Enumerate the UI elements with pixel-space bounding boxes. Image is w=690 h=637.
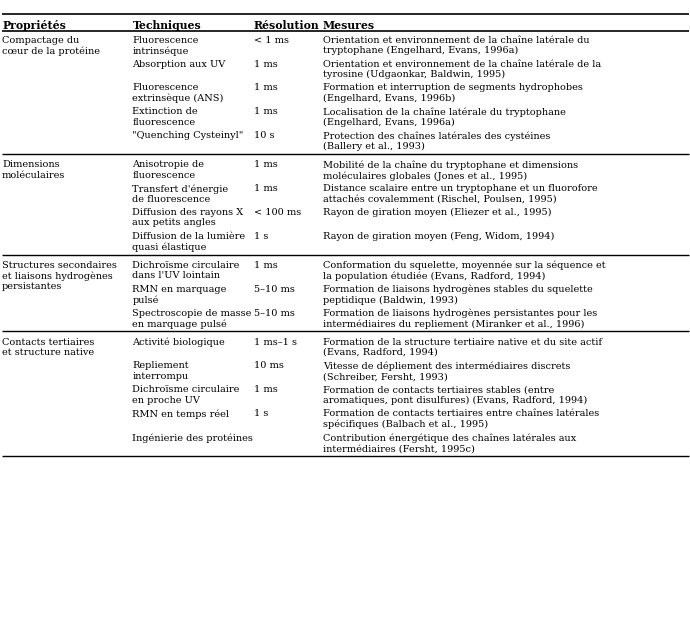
Text: 1 ms–1 s: 1 ms–1 s — [254, 338, 297, 347]
Text: Ingénierie des protéines: Ingénierie des protéines — [132, 433, 253, 443]
Text: Distance scalaire entre un tryptophane et un fluorofore
attachés covalemment (Ri: Distance scalaire entre un tryptophane e… — [323, 184, 598, 203]
Text: Formation de contacts tertiaires stables (entre
aromatiques, pont disulfures) (E: Formation de contacts tertiaires stables… — [323, 385, 587, 405]
Text: Dichroïsme circulaire
en proche UV: Dichroïsme circulaire en proche UV — [132, 385, 240, 404]
Text: Orientation et environnement de la chaîne latérale de la
tyrosine (Udgaonkar, Ba: Orientation et environnement de la chaîn… — [323, 60, 601, 79]
Text: Fluorescence
extrinsèque (ANS): Fluorescence extrinsèque (ANS) — [132, 83, 224, 103]
Text: 5–10 ms: 5–10 ms — [254, 308, 295, 318]
Text: 1 ms: 1 ms — [254, 184, 277, 193]
Text: 1 ms: 1 ms — [254, 107, 277, 117]
Text: Compactage du
cœur de la protéine: Compactage du cœur de la protéine — [2, 36, 100, 55]
Text: 5–10 ms: 5–10 ms — [254, 285, 295, 294]
Text: Diffusion de la lumière
quasi élastique: Diffusion de la lumière quasi élastique — [132, 232, 246, 252]
Text: Conformation du squelette, moyennée sur la séquence et
la population étudiée (Ev: Conformation du squelette, moyennée sur … — [323, 261, 606, 282]
Text: Formation de liaisons hydrogènes persistantes pour les
intermédiaires du repliem: Formation de liaisons hydrogènes persist… — [323, 308, 597, 329]
Text: Mobilité de la chaîne du tryptophane et dimensions
moléculaires globales (Jones : Mobilité de la chaîne du tryptophane et … — [323, 160, 578, 181]
Text: Spectroscopie de masse
en marquage pulsé: Spectroscopie de masse en marquage pulsé — [132, 308, 252, 329]
Text: Formation de la structure tertiaire native et du site actif
(Evans, Radford, 199: Formation de la structure tertiaire nati… — [323, 338, 602, 357]
Text: 10 ms: 10 ms — [254, 361, 284, 371]
Text: Propriétés: Propriétés — [2, 20, 66, 31]
Text: Rayon de giration moyen (Feng, Widom, 1994): Rayon de giration moyen (Feng, Widom, 19… — [323, 232, 554, 241]
Text: Structures secondaires
et liaisons hydrogènes
persistantes: Structures secondaires et liaisons hydro… — [2, 261, 117, 291]
Text: Dimensions
moléculaires: Dimensions moléculaires — [2, 160, 66, 180]
Text: Anisotropie de
fluorescence: Anisotropie de fluorescence — [132, 160, 204, 180]
Text: Localisation de la chaîne latérale du tryptophane
(Engelhard, Evans, 1996a): Localisation de la chaîne latérale du tr… — [323, 107, 566, 127]
Text: Activité biologique: Activité biologique — [132, 338, 225, 347]
Text: "Quenching Cysteinyl": "Quenching Cysteinyl" — [132, 131, 244, 140]
Text: Mesures: Mesures — [323, 20, 375, 31]
Text: Contribution énergétique des chaînes latérales aux
intermédiaires (Fersht, 1995c: Contribution énergétique des chaînes lat… — [323, 433, 576, 453]
Text: Formation et interruption de segments hydrophobes
(Engelhard, Evans, 1996b): Formation et interruption de segments hy… — [323, 83, 583, 103]
Text: 1 ms: 1 ms — [254, 83, 277, 92]
Text: Repliement
interrompu: Repliement interrompu — [132, 361, 189, 381]
Text: RMN en marquage
pulsé: RMN en marquage pulsé — [132, 285, 227, 304]
Text: Formation de liaisons hydrogènes stables du squelette
peptidique (Baldwin, 1993): Formation de liaisons hydrogènes stables… — [323, 285, 593, 304]
Text: Orientation et environnement de la chaîne latérale du
tryptophane (Engelhard, Ev: Orientation et environnement de la chaîn… — [323, 36, 589, 55]
Text: Techniques: Techniques — [132, 20, 201, 31]
Text: RMN en temps réel: RMN en temps réel — [132, 409, 230, 419]
Text: Transfert d'énergie
de fluorescence: Transfert d'énergie de fluorescence — [132, 184, 228, 204]
Text: 1 ms: 1 ms — [254, 261, 277, 270]
Text: 10 s: 10 s — [254, 131, 275, 140]
Text: Rayon de giration moyen (Eliezer et al., 1995): Rayon de giration moyen (Eliezer et al.,… — [323, 208, 551, 217]
Text: Formation de contacts tertiaires entre chaînes latérales
spécifiques (Balbach et: Formation de contacts tertiaires entre c… — [323, 409, 599, 429]
Text: Absorption aux UV: Absorption aux UV — [132, 60, 226, 69]
Text: Contacts tertiaires
et structure native: Contacts tertiaires et structure native — [2, 338, 95, 357]
Text: 1 s: 1 s — [254, 409, 268, 419]
Text: Dichroïsme circulaire
dans l'UV lointain: Dichroïsme circulaire dans l'UV lointain — [132, 261, 240, 280]
Text: Diffusion des rayons X
aux petits angles: Diffusion des rayons X aux petits angles — [132, 208, 244, 227]
Text: Extinction de
fluorescence: Extinction de fluorescence — [132, 107, 198, 127]
Text: < 100 ms: < 100 ms — [254, 208, 301, 217]
Text: Vitesse de dépliement des intermédiaires discrets
(Schreiber, Fersht, 1993): Vitesse de dépliement des intermédiaires… — [323, 361, 571, 382]
Text: < 1 ms: < 1 ms — [254, 36, 289, 45]
Text: Protection des chaînes latérales des cystéines
(Ballery et al., 1993): Protection des chaînes latérales des cys… — [323, 131, 551, 151]
Text: 1 ms: 1 ms — [254, 160, 277, 169]
Text: 1 ms: 1 ms — [254, 60, 277, 69]
Text: 1 ms: 1 ms — [254, 385, 277, 394]
Text: Fluorescence
intrinséque: Fluorescence intrinséque — [132, 36, 199, 55]
Text: Résolution: Résolution — [254, 20, 319, 31]
Text: 1 s: 1 s — [254, 232, 268, 241]
